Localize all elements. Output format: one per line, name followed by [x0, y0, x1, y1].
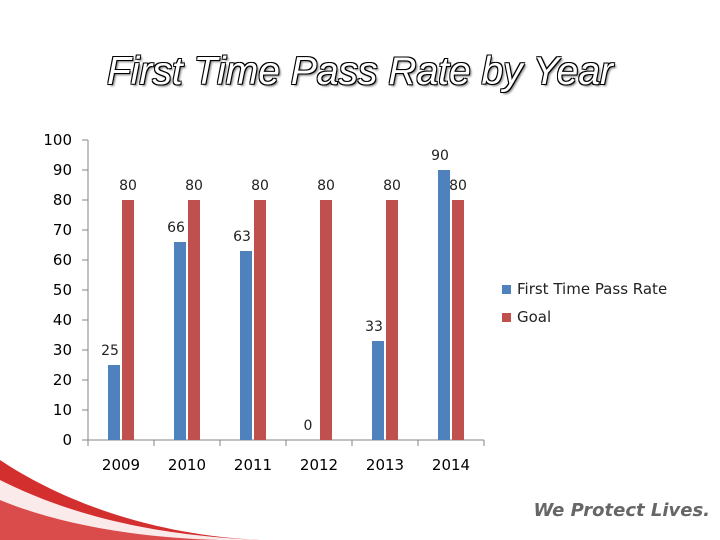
bar-goal — [452, 200, 464, 440]
y-tick-label: 60 — [53, 251, 72, 269]
data-label: 80 — [119, 178, 137, 194]
legend-swatch — [502, 313, 511, 322]
y-tick-label: 70 — [53, 221, 72, 239]
bar-goal — [386, 200, 398, 440]
data-label: 80 — [449, 178, 467, 194]
y-tick-label: 50 — [53, 281, 72, 299]
bar-goal — [320, 200, 332, 440]
data-label: 25 — [101, 343, 119, 359]
y-tick-label: 10 — [53, 401, 72, 419]
legend-label: Goal — [517, 308, 551, 326]
data-label: 80 — [383, 178, 401, 194]
x-tick-label: 2012 — [300, 456, 338, 474]
data-label: 63 — [233, 229, 251, 245]
y-tick-label: 40 — [53, 311, 72, 329]
x-tick-label: 2013 — [366, 456, 404, 474]
data-label: 0 — [304, 418, 313, 434]
data-label: 33 — [365, 319, 383, 335]
y-tick-label: 90 — [53, 161, 72, 179]
bar-pass-rate — [438, 170, 450, 440]
x-tick-label: 2014 — [432, 456, 470, 474]
chart-title: First Time Pass Rate by Year — [106, 50, 614, 93]
bar-pass-rate — [108, 365, 120, 440]
data-label: 90 — [431, 148, 449, 164]
tagline: We Protect Lives. — [533, 500, 710, 521]
y-tick-label: 20 — [53, 371, 72, 389]
bar-pass-rate — [174, 242, 186, 440]
data-label: 80 — [317, 178, 335, 194]
data-label: 80 — [185, 178, 203, 194]
chart-legend: First Time Pass Rate Goal — [502, 280, 667, 326]
bar-pass-rate — [240, 251, 252, 440]
bar-goal — [254, 200, 266, 440]
x-tick-label: 2011 — [234, 456, 272, 474]
chart-bars — [108, 170, 464, 440]
x-tick-label: 2009 — [102, 456, 140, 474]
bar-pass-rate — [372, 341, 384, 440]
data-label: 66 — [167, 220, 185, 236]
legend-label: First Time Pass Rate — [517, 280, 667, 298]
y-tick-label: 30 — [53, 341, 72, 359]
y-tick-label: 0 — [62, 431, 72, 449]
legend-swatch — [502, 285, 511, 294]
decorative-swoosh — [0, 460, 260, 540]
bar-goal — [122, 200, 134, 440]
y-tick-label: 80 — [53, 191, 72, 209]
x-tick-label: 2010 — [168, 456, 206, 474]
bar-goal — [188, 200, 200, 440]
data-label: 80 — [251, 178, 269, 194]
y-tick-label: 100 — [43, 131, 72, 149]
